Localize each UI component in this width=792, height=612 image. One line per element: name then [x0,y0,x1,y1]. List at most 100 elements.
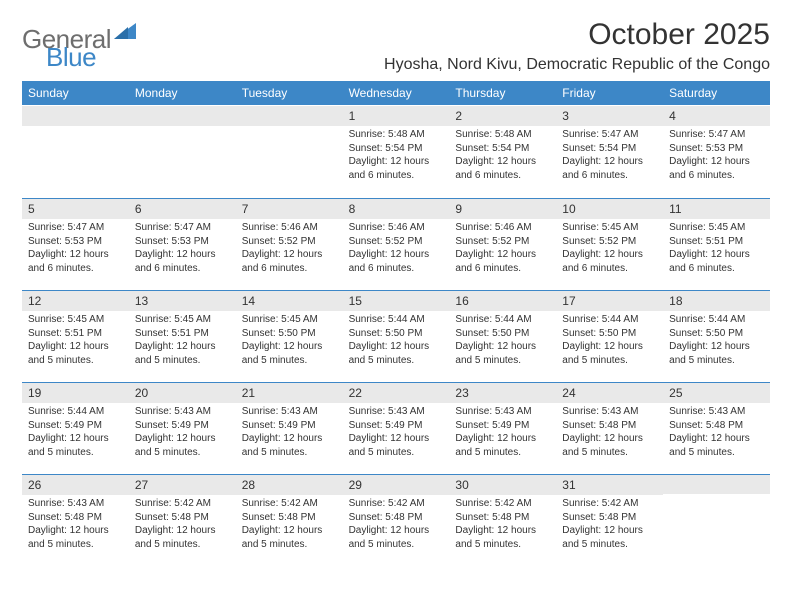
sunrise-text: Sunrise: 5:42 AM [455,497,550,511]
date-number: 27 [129,474,236,495]
calendar-cell: 20Sunrise: 5:43 AMSunset: 5:49 PMDayligh… [129,381,236,473]
daylight-text: Daylight: 12 hours and 5 minutes. [455,524,550,551]
calendar-cell [663,473,770,565]
calendar-cell: 14Sunrise: 5:45 AMSunset: 5:50 PMDayligh… [236,289,343,381]
day-info: Sunrise: 5:42 AMSunset: 5:48 PMDaylight:… [129,495,236,551]
date-number: 13 [129,290,236,311]
daylight-text: Daylight: 12 hours and 5 minutes. [562,432,657,459]
sunrise-text: Sunrise: 5:45 AM [28,313,123,327]
calendar-cell: 3Sunrise: 5:47 AMSunset: 5:54 PMDaylight… [556,105,663,197]
sunrise-text: Sunrise: 5:47 AM [135,221,230,235]
calendar-cell: 5Sunrise: 5:47 AMSunset: 5:53 PMDaylight… [22,197,129,289]
day-info: Sunrise: 5:43 AMSunset: 5:49 PMDaylight:… [236,403,343,459]
calendar-cell: 25Sunrise: 5:43 AMSunset: 5:48 PMDayligh… [663,381,770,473]
sunset-text: Sunset: 5:50 PM [562,327,657,341]
calendar-cell: 1Sunrise: 5:48 AMSunset: 5:54 PMDaylight… [343,105,450,197]
date-number: 26 [22,474,129,495]
date-number: 19 [22,382,129,403]
day-info: Sunrise: 5:43 AMSunset: 5:49 PMDaylight:… [449,403,556,459]
day-header: Monday [129,81,236,105]
sunrise-text: Sunrise: 5:46 AM [242,221,337,235]
day-info: Sunrise: 5:42 AMSunset: 5:48 PMDaylight:… [343,495,450,551]
logo-word-blue: Blue [46,42,96,72]
daylight-text: Daylight: 12 hours and 6 minutes. [455,248,550,275]
day-info: Sunrise: 5:42 AMSunset: 5:48 PMDaylight:… [449,495,556,551]
sunset-text: Sunset: 5:48 PM [562,511,657,525]
daylight-text: Daylight: 12 hours and 6 minutes. [349,248,444,275]
daylight-text: Daylight: 12 hours and 5 minutes. [349,340,444,367]
calendar-cell: 8Sunrise: 5:46 AMSunset: 5:52 PMDaylight… [343,197,450,289]
date-number: 4 [663,106,770,126]
date-number: 1 [343,106,450,126]
sunset-text: Sunset: 5:54 PM [562,142,657,156]
date-number: 9 [449,198,556,219]
day-info: Sunrise: 5:42 AMSunset: 5:48 PMDaylight:… [236,495,343,551]
calendar-cell: 18Sunrise: 5:44 AMSunset: 5:50 PMDayligh… [663,289,770,381]
day-info: Sunrise: 5:45 AMSunset: 5:52 PMDaylight:… [556,219,663,275]
daylight-text: Daylight: 12 hours and 5 minutes. [242,432,337,459]
day-info: Sunrise: 5:46 AMSunset: 5:52 PMDaylight:… [343,219,450,275]
sunset-text: Sunset: 5:48 PM [669,419,764,433]
sunset-text: Sunset: 5:54 PM [455,142,550,156]
date-number [236,106,343,126]
day-info: Sunrise: 5:47 AMSunset: 5:54 PMDaylight:… [556,126,663,182]
daylight-text: Daylight: 12 hours and 6 minutes. [28,248,123,275]
sunrise-text: Sunrise: 5:42 AM [562,497,657,511]
sunset-text: Sunset: 5:48 PM [28,511,123,525]
sunset-text: Sunset: 5:48 PM [349,511,444,525]
date-number: 12 [22,290,129,311]
day-info: Sunrise: 5:46 AMSunset: 5:52 PMDaylight:… [236,219,343,275]
daylight-text: Daylight: 12 hours and 5 minutes. [28,432,123,459]
sunset-text: Sunset: 5:49 PM [349,419,444,433]
sunrise-text: Sunrise: 5:44 AM [349,313,444,327]
day-info: Sunrise: 5:44 AMSunset: 5:49 PMDaylight:… [22,403,129,459]
daylight-text: Daylight: 12 hours and 5 minutes. [135,432,230,459]
daylight-text: Daylight: 12 hours and 5 minutes. [455,340,550,367]
sunrise-text: Sunrise: 5:45 AM [242,313,337,327]
daylight-text: Daylight: 12 hours and 6 minutes. [135,248,230,275]
date-number: 14 [236,290,343,311]
daylight-text: Daylight: 12 hours and 6 minutes. [562,155,657,182]
date-number: 24 [556,382,663,403]
date-number: 17 [556,290,663,311]
sunrise-text: Sunrise: 5:43 AM [135,405,230,419]
daylight-text: Daylight: 12 hours and 5 minutes. [135,524,230,551]
date-number: 15 [343,290,450,311]
calendar-cell [129,105,236,197]
day-header: Sunday [22,81,129,105]
date-number: 20 [129,382,236,403]
calendar-cell: 7Sunrise: 5:46 AMSunset: 5:52 PMDaylight… [236,197,343,289]
calendar-cell: 2Sunrise: 5:48 AMSunset: 5:54 PMDaylight… [449,105,556,197]
day-info: Sunrise: 5:47 AMSunset: 5:53 PMDaylight:… [663,126,770,182]
daylight-text: Daylight: 12 hours and 5 minutes. [349,524,444,551]
sunrise-text: Sunrise: 5:42 AM [242,497,337,511]
day-info: Sunrise: 5:42 AMSunset: 5:48 PMDaylight:… [556,495,663,551]
sunrise-text: Sunrise: 5:45 AM [669,221,764,235]
sunset-text: Sunset: 5:52 PM [242,235,337,249]
day-info: Sunrise: 5:47 AMSunset: 5:53 PMDaylight:… [129,219,236,275]
calendar-cell: 26Sunrise: 5:43 AMSunset: 5:48 PMDayligh… [22,473,129,565]
day-header: Wednesday [343,81,450,105]
sunrise-text: Sunrise: 5:48 AM [455,128,550,142]
calendar-cell: 29Sunrise: 5:42 AMSunset: 5:48 PMDayligh… [343,473,450,565]
sunrise-text: Sunrise: 5:43 AM [669,405,764,419]
sunrise-text: Sunrise: 5:45 AM [562,221,657,235]
logo-triangle-icon [114,21,136,44]
date-number: 11 [663,198,770,219]
calendar-cell: 31Sunrise: 5:42 AMSunset: 5:48 PMDayligh… [556,473,663,565]
date-number: 28 [236,474,343,495]
calendar-cell [236,105,343,197]
calendar-cell: 24Sunrise: 5:43 AMSunset: 5:48 PMDayligh… [556,381,663,473]
sunrise-text: Sunrise: 5:42 AM [135,497,230,511]
sunrise-text: Sunrise: 5:43 AM [242,405,337,419]
daylight-text: Daylight: 12 hours and 5 minutes. [135,340,230,367]
date-number [129,106,236,126]
calendar-cell: 12Sunrise: 5:45 AMSunset: 5:51 PMDayligh… [22,289,129,381]
day-info: Sunrise: 5:45 AMSunset: 5:51 PMDaylight:… [129,311,236,367]
sunset-text: Sunset: 5:48 PM [455,511,550,525]
sunrise-text: Sunrise: 5:43 AM [28,497,123,511]
calendar-cell: 21Sunrise: 5:43 AMSunset: 5:49 PMDayligh… [236,381,343,473]
daylight-text: Daylight: 12 hours and 5 minutes. [669,340,764,367]
day-info: Sunrise: 5:44 AMSunset: 5:50 PMDaylight:… [449,311,556,367]
sunrise-text: Sunrise: 5:44 AM [28,405,123,419]
